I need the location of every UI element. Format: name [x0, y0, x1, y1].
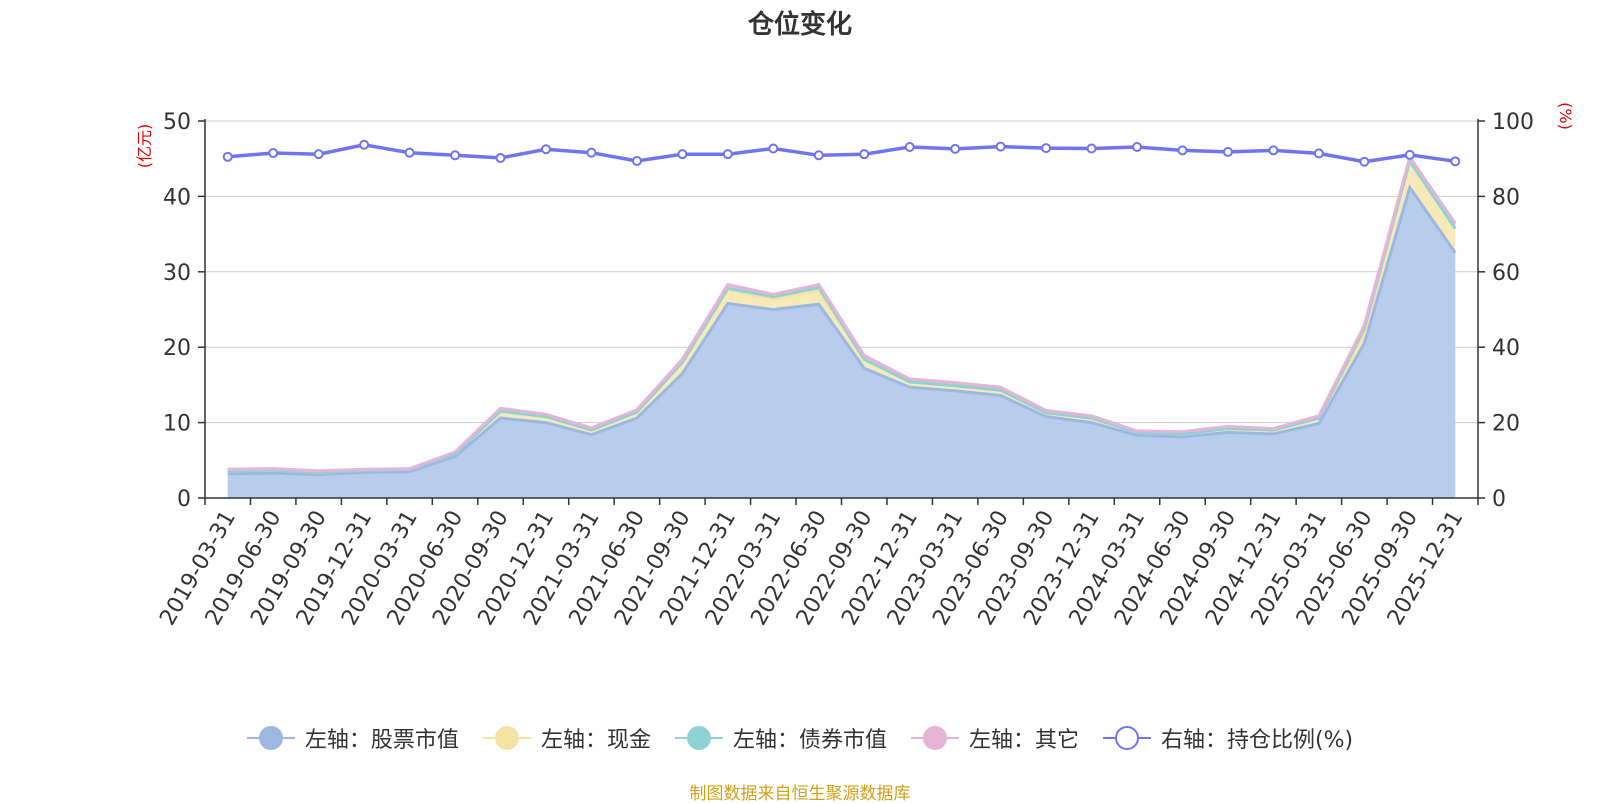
area-series: [227, 187, 1456, 498]
legend-label: 左轴：债券市值: [732, 728, 887, 753]
legend-item[interactable]: 右轴：持仓比例(%): [1102, 722, 1354, 754]
legend-item[interactable]: 左轴：股票市值: [246, 722, 459, 754]
legend-swatch: [1102, 726, 1151, 750]
ratio-point: [1177, 145, 1188, 156]
source-note: 制图数据来自恒生聚源数据库: [689, 784, 911, 804]
legend-label: 左轴：股票市值: [304, 728, 459, 753]
legend-swatch-dot: [1114, 726, 1139, 750]
right-axis-unit: (%): [1556, 102, 1575, 130]
right-axis-tick-label: 80: [1492, 185, 1520, 210]
ratio-point: [995, 141, 1006, 152]
right-axis-tick-label: 60: [1492, 261, 1520, 286]
ratio-point: [268, 148, 279, 159]
ratio-point: [404, 147, 415, 158]
ratio-point: [359, 139, 370, 150]
ratio-point: [1041, 143, 1052, 154]
ratio-point: [1359, 156, 1370, 167]
right-axis-tick-label: 20: [1492, 412, 1520, 437]
legend-swatch: [482, 726, 531, 750]
ratio-point: [1086, 143, 1097, 154]
ratio-point: [1222, 146, 1233, 157]
ratio-point: [1313, 148, 1324, 159]
legend-item[interactable]: 左轴：债券市值: [674, 722, 887, 754]
right-axis-tick-label: 100: [1492, 110, 1534, 135]
legend-label: 左轴：其它: [968, 728, 1079, 753]
left-axis-tick-label: 20: [163, 336, 191, 361]
legend-item[interactable]: 左轴：现金: [482, 722, 651, 754]
ratio-point: [1450, 156, 1461, 167]
legend-swatch: [910, 726, 959, 750]
ratio-point: [586, 147, 597, 158]
ratio-point: [495, 152, 506, 163]
legend-swatch-dot: [922, 726, 947, 750]
chart-legend: 左轴：股票市值 左轴：现金 左轴：债券市值 左轴：其它 右轴：持仓比例(%): [0, 722, 1600, 754]
legend-swatch-dot: [686, 726, 711, 750]
ratio-point: [768, 143, 779, 154]
area-series-line: [227, 183, 1457, 477]
ratio-point: [631, 155, 642, 166]
ratio-point: [540, 144, 551, 155]
ratio-point: [677, 149, 688, 160]
ratio-point: [950, 143, 961, 154]
left-axis-unit: (亿元): [135, 124, 154, 169]
left-axis-tick-label: 0: [177, 487, 191, 512]
ratio-point: [813, 150, 824, 161]
legend-item[interactable]: 左轴：其它: [910, 722, 1079, 754]
ratio-point: [859, 149, 870, 160]
legend-label: 右轴：持仓比例(%): [1160, 728, 1354, 753]
legend-label: 左轴：现金: [540, 728, 651, 753]
ratio-point: [1404, 149, 1415, 160]
legend-swatch: [674, 726, 723, 750]
ratio-point: [450, 150, 461, 161]
left-axis-tick-label: 50: [163, 110, 191, 135]
left-axis-tick-label: 40: [163, 185, 191, 210]
ratio-point: [1268, 145, 1279, 156]
right-axis-tick-label: 40: [1492, 336, 1520, 361]
ratio-point: [222, 151, 233, 162]
legend-swatch: [246, 726, 295, 750]
left-axis-tick-label: 10: [163, 412, 191, 437]
ratio-point: [313, 149, 324, 160]
ratio-point: [1132, 142, 1143, 153]
legend-swatch-dot: [258, 726, 283, 750]
ratio-point: [722, 149, 733, 160]
area-series-line: [227, 153, 1457, 473]
ratio-line: [227, 143, 1456, 164]
right-axis-tick-label: 0: [1492, 487, 1506, 512]
legend-swatch-dot: [494, 726, 519, 750]
chart-title: 仓位变化: [747, 10, 852, 40]
ratio-point: [904, 142, 915, 153]
left-axis-tick-label: 30: [163, 261, 191, 286]
